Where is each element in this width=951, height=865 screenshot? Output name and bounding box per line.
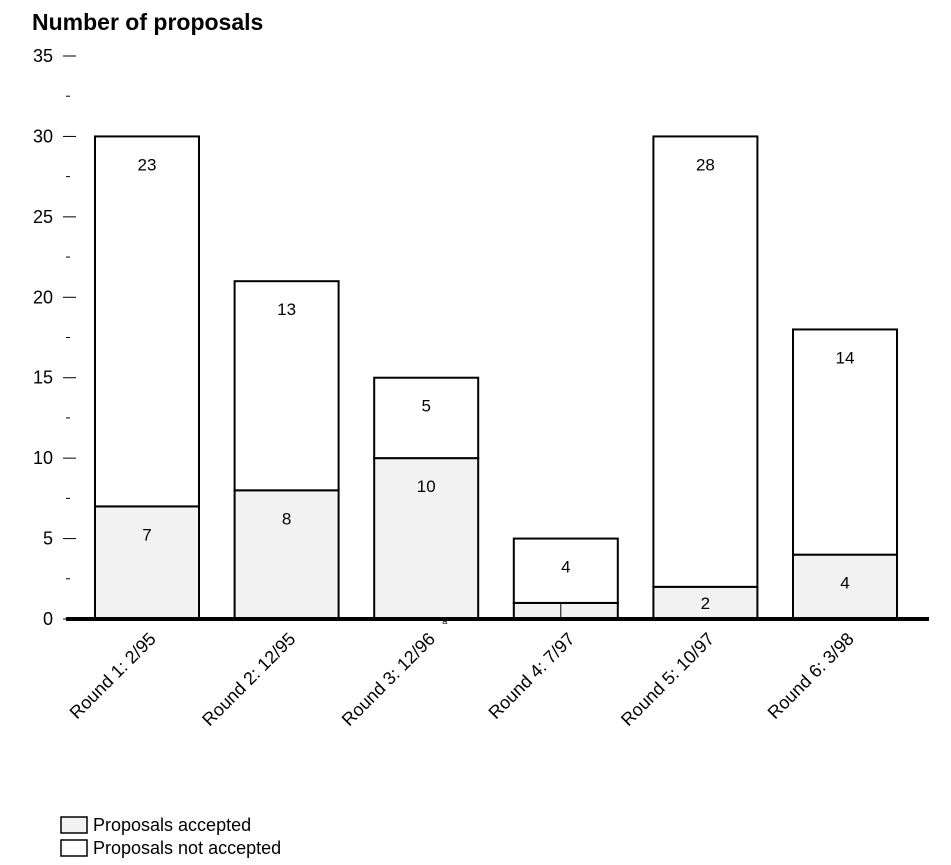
data-label: 14 [836,348,855,367]
y-tick-label: 20 [33,287,53,307]
y-axis: 0 5 10 15 20 25 30 35 [33,46,76,629]
y-tick-label: 0 [43,609,53,629]
data-label: 8 [282,509,291,528]
data-label: 4 [840,574,849,593]
data-label: 5 [421,397,430,416]
data-label: 10 [417,477,436,496]
y-tick-label: 10 [33,448,53,468]
bar-segment-not-accepted [373,376,480,460]
x-tick-label: Round 3: 12/96 [338,629,439,730]
x-tick-label: Round 2: 12/95 [198,629,299,730]
data-label: 7 [142,525,151,544]
bar-segment-accepted [512,601,619,621]
x-tick-label: Round 6: 3/98 [764,629,858,723]
legend: Proposals accepted Proposals not accepted [60,815,281,858]
y-tick-label: 35 [33,46,53,66]
legend-label: Proposals accepted [93,815,251,835]
bar-segment-accepted [233,489,340,621]
category-footnote-marker: a [442,616,447,626]
data-label: 28 [696,155,715,174]
bar-segment-not-accepted [233,280,340,492]
data-label: 4 [561,558,570,577]
y-tick-label: 15 [33,368,53,388]
bars: 7 23 8 13 10 5 4 2 28 4 14 [94,135,898,621]
bar-segment-not-accepted [512,537,619,604]
y-tick-label: 25 [33,207,53,227]
x-axis-labels: Round 1: 2/95 Round 2: 12/95 Round 3: 12/9… [66,616,858,730]
bar-segment-accepted [94,505,200,620]
x-tick-label: Round 4: 7/97 [485,629,579,723]
legend-swatch [60,816,88,834]
y-tick-label: 5 [43,529,53,549]
x-tick-label: Round 1: 2/95 [66,629,160,723]
bar-segment-not-accepted [94,135,200,508]
bar-segment-not-accepted [792,328,898,556]
legend-label: Proposals not accepted [93,838,281,858]
data-label: 2 [701,594,710,613]
legend-swatch [60,839,88,857]
y-tick-label: 30 [33,126,53,146]
bar-segment-accepted [373,457,480,620]
x-tick-label: Round 5: 10/97 [617,629,718,730]
data-label: 13 [277,300,296,319]
data-label: 23 [138,155,157,174]
chart-title: Number of proposals [32,9,263,35]
bar-segment-not-accepted [652,135,759,588]
